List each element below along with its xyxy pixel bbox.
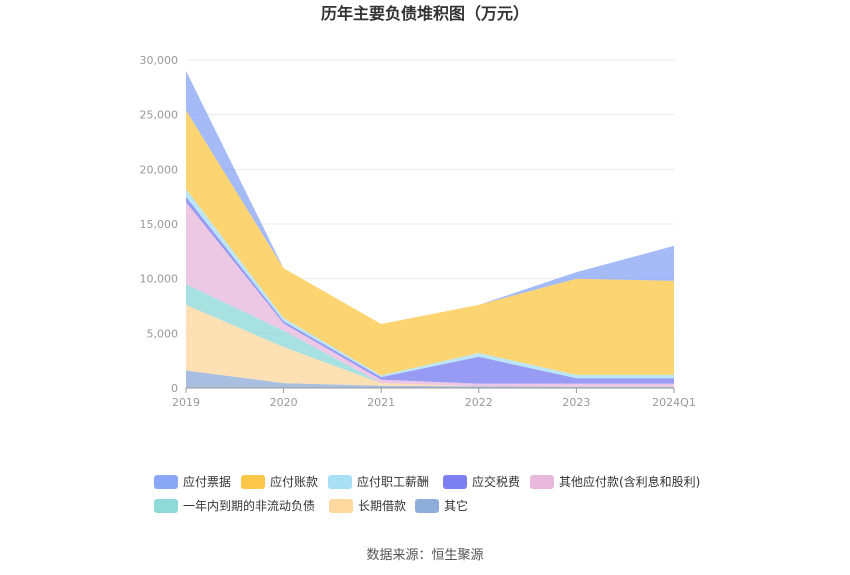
legend-item[interactable]: 长期借款 bbox=[329, 499, 406, 513]
legend-item[interactable]: 应付职工薪酬 bbox=[328, 474, 429, 489]
area-series-应付账款 bbox=[186, 110, 674, 376]
stacked-areas bbox=[186, 70, 674, 388]
legend-item[interactable]: 应付票据 bbox=[154, 474, 231, 489]
y-tick-label: 20,000 bbox=[140, 163, 179, 176]
legend-label: 长期借款 bbox=[358, 499, 406, 513]
legend-swatch bbox=[328, 475, 352, 489]
legend-swatch bbox=[329, 499, 353, 513]
y-tick-label: 15,000 bbox=[140, 218, 179, 231]
data-source: 数据来源：恒生聚源 bbox=[366, 548, 483, 563]
x-tick-label: 2021 bbox=[367, 396, 395, 409]
legend-swatch bbox=[154, 499, 178, 513]
y-tick-label: 25,000 bbox=[140, 109, 179, 122]
area-series-长期借款 bbox=[186, 304, 674, 387]
legend-swatch bbox=[415, 499, 439, 513]
y-tick-label: 10,000 bbox=[140, 273, 179, 286]
axes: 0 5,000 10,000 15,000 20,000 25,000 30,000 2019… bbox=[140, 54, 696, 409]
legend-label: 应付职工薪酬 bbox=[357, 474, 429, 489]
legend-item[interactable]: 其它 bbox=[415, 498, 468, 513]
legend-label: 应付票据 bbox=[183, 474, 231, 489]
legend-item[interactable]: 应付账款 bbox=[241, 474, 318, 489]
area-series-其他应付款(含利息和股利) bbox=[186, 202, 674, 387]
legend-label: 其他应付款(含利息和股利) bbox=[559, 474, 700, 489]
area-series-应交税费 bbox=[186, 196, 674, 384]
x-tick-label: 2022 bbox=[465, 396, 493, 409]
y-tick-label: 0 bbox=[171, 382, 178, 395]
y-tick-label: 30,000 bbox=[140, 54, 179, 67]
legend: 应付票据 应付账款 应付职工薪酬 应交税费 其他应付款(含利息和股利) 一年内到期的非流动… bbox=[154, 474, 700, 513]
area-series-其它 bbox=[186, 370, 674, 388]
x-tick-label: 2019 bbox=[172, 396, 200, 409]
legend-label: 应交税费 bbox=[472, 474, 520, 489]
legend-label: 其它 bbox=[444, 498, 468, 513]
x-tick-label: 2023 bbox=[562, 396, 590, 409]
legend-swatch bbox=[443, 475, 467, 489]
legend-swatch bbox=[154, 475, 178, 489]
legend-item[interactable]: 应交税费 bbox=[443, 474, 520, 489]
y-tick-label: 5,000 bbox=[147, 327, 179, 340]
x-tick-label: 2020 bbox=[270, 396, 298, 409]
area-series-一年内到期的非流动负债 bbox=[186, 284, 674, 387]
chart-title: 历年主要负债堆积图（万元） bbox=[321, 4, 529, 23]
legend-swatch bbox=[530, 475, 554, 489]
legend-label: 一年内到期的非流动负债 bbox=[183, 498, 315, 513]
legend-item[interactable]: 其他应付款(含利息和股利) bbox=[530, 474, 700, 489]
legend-label: 应付账款 bbox=[270, 474, 318, 489]
x-tick-label: 2024Q1 bbox=[652, 396, 696, 409]
legend-item[interactable]: 一年内到期的非流动负债 bbox=[154, 498, 315, 513]
legend-swatch bbox=[241, 475, 265, 489]
